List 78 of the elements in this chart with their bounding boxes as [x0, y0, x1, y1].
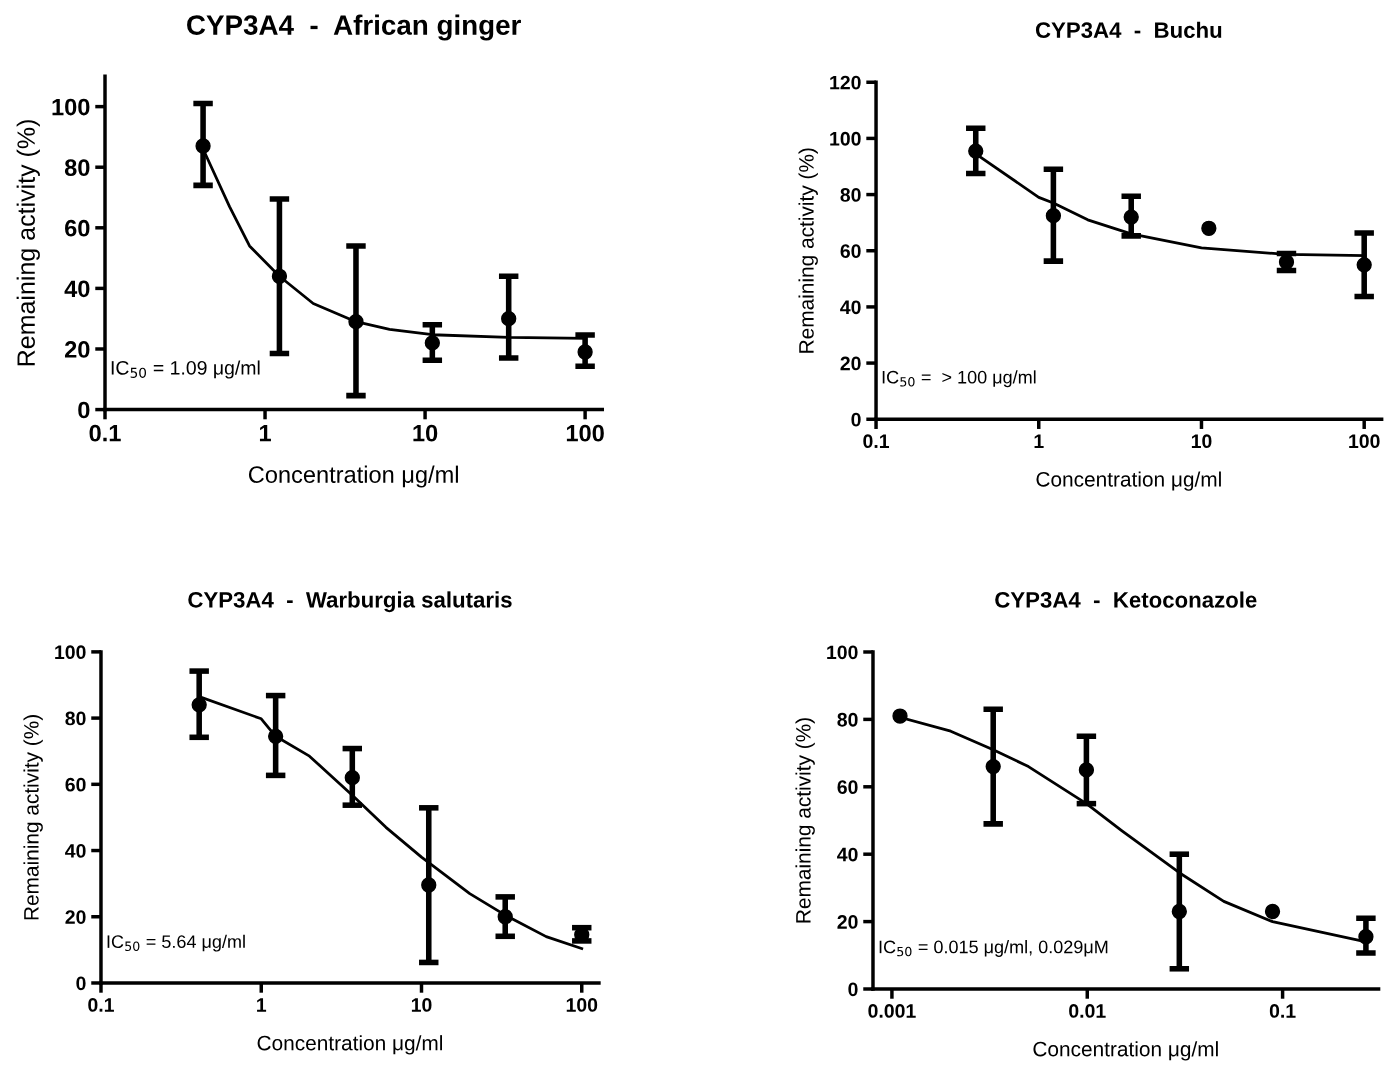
y-tick-label: 100 [827, 645, 858, 660]
point [1201, 220, 1217, 236]
y-tick-label: 40 [64, 280, 90, 298]
point [1123, 209, 1139, 225]
annotation: IC$_{50}$ = 5.64 μg/ml [107, 934, 245, 952]
y-tick-label: 100 [52, 98, 90, 116]
y-tick-label: 60 [65, 219, 90, 237]
point [424, 335, 440, 351]
y-tick-label: 40 [65, 844, 86, 858]
x-axis-title: Concentration μg/ml [248, 465, 458, 488]
y-tick-label: 0 [851, 412, 861, 427]
x-tick-label: 100 [566, 998, 598, 1012]
point [1358, 929, 1374, 945]
x-tick-label: 0.1 [1269, 1004, 1296, 1018]
x-tick-label: 0.1 [89, 424, 121, 442]
x-tick-label: 1 [259, 425, 271, 442]
chart-title: CYP3A4 - Warburgia salutaris [188, 591, 512, 613]
x-axis-title: Concentration μg/ml [257, 1035, 442, 1055]
point [1356, 257, 1372, 273]
annotation: IC$_{50}$ = 0.015 μg/ml, 0.029μM [879, 940, 1108, 957]
y-tick-label: 80 [64, 159, 90, 176]
y-tick-label: 100 [55, 645, 86, 660]
y-axis-title: Remaining activity (%) [23, 715, 43, 920]
x-tick-label: 100 [1349, 434, 1380, 449]
annotation: IC$_{50}$ = > 100 μg/ml [882, 370, 1036, 388]
y-tick-label: 60 [837, 780, 858, 795]
chart-title: CYP3A4 - Ketoconazole [995, 591, 1257, 608]
y-tick-label: 60 [840, 244, 861, 258]
point [1078, 762, 1095, 778]
point [1045, 207, 1062, 224]
x-tick-label: 10 [411, 998, 432, 1012]
x-tick-label: 1 [257, 998, 267, 1012]
point [271, 268, 288, 284]
point [968, 143, 984, 159]
x-axis-title: Concentration μg/ml [1033, 1041, 1218, 1061]
annotation: IC$_{50}$ = 1.09 μg/ml [111, 360, 260, 379]
point [497, 909, 513, 925]
y-tick-label: 60 [65, 777, 86, 792]
point [1264, 903, 1281, 920]
x-tick-label: 100 [566, 424, 604, 442]
point [1171, 903, 1187, 920]
y-tick-label: 20 [64, 341, 90, 358]
chart-title: CYP3A4 - African ginger [187, 14, 521, 41]
x-tick-label: 0.1 [88, 998, 114, 1012]
y-tick-label: 120 [830, 75, 861, 90]
x-tick-label: 0.01 [1069, 1004, 1106, 1018]
point [501, 311, 517, 327]
x-tick-label: 0.1 [863, 434, 890, 449]
x-tick-label: 10 [413, 424, 438, 442]
point [985, 758, 1001, 775]
point [348, 314, 364, 330]
y-tick-label: 0 [848, 982, 858, 997]
y-tick-label: 20 [837, 915, 858, 929]
y-tick-label: 80 [65, 711, 86, 726]
y-axis-title: Remaining activity (%) [16, 120, 40, 366]
x-tick-label: 0.001 [868, 1004, 916, 1018]
point [191, 697, 207, 713]
x-tick-label: 10 [1191, 434, 1212, 449]
y-axis-title: Remaining activity (%) [798, 148, 818, 353]
y-tick-label: 80 [840, 188, 861, 202]
x-axis-title: Concentration μg/ml [1036, 471, 1221, 491]
y-tick-label: 100 [830, 131, 861, 146]
point [421, 877, 437, 893]
point [577, 344, 593, 360]
y-tick-label: 20 [840, 356, 861, 371]
y-tick-label: 0 [76, 976, 86, 991]
point [892, 708, 908, 724]
point [268, 728, 284, 744]
y-tick-label: 0 [78, 401, 90, 419]
y-axis-title: Remaining activity (%) [795, 718, 815, 923]
point [195, 138, 211, 154]
x-tick-label: 1 [1034, 434, 1044, 448]
y-tick-label: 40 [837, 847, 858, 862]
y-tick-label: 20 [65, 910, 86, 924]
y-tick-label: 40 [840, 300, 861, 315]
point [344, 770, 360, 786]
chart-title: CYP3A4 - Buchu [1035, 21, 1222, 39]
y-tick-label: 80 [837, 712, 858, 727]
